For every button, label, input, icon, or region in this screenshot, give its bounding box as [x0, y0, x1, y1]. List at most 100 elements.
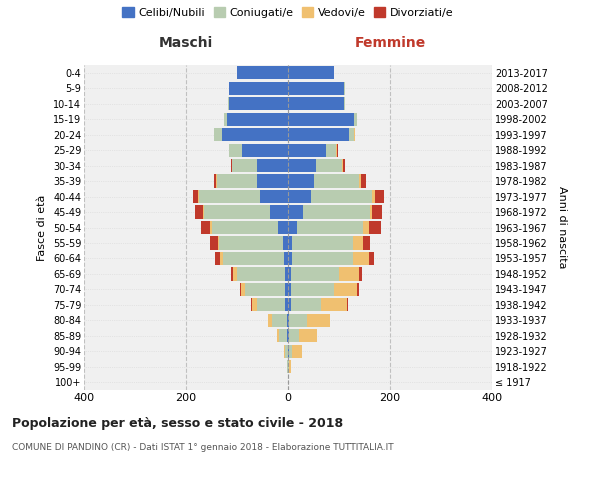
Bar — [237, 268, 286, 280]
Bar — [280, 330, 287, 342]
Bar — [198, 190, 199, 203]
Bar — [344, 97, 345, 110]
Bar — [232, 159, 257, 172]
Bar — [288, 268, 290, 280]
Text: Femmine: Femmine — [355, 36, 425, 50]
Y-axis label: Fasce di età: Fasce di età — [37, 194, 47, 260]
Bar — [288, 206, 304, 218]
Bar — [292, 252, 353, 265]
Bar — [375, 190, 384, 203]
Bar — [219, 236, 283, 250]
Bar — [321, 298, 347, 312]
Bar — [288, 344, 289, 358]
Bar — [288, 97, 344, 110]
Bar — [245, 283, 286, 296]
Bar — [304, 206, 370, 218]
Bar — [195, 206, 203, 218]
Bar — [299, 330, 317, 342]
Bar — [253, 298, 257, 312]
Bar — [223, 252, 284, 265]
Bar — [229, 97, 288, 110]
Text: Maschi: Maschi — [159, 36, 213, 50]
Bar — [278, 221, 288, 234]
Bar — [233, 268, 237, 280]
Bar — [199, 190, 260, 203]
Bar — [289, 360, 291, 374]
Bar — [288, 221, 297, 234]
Bar — [372, 190, 375, 203]
Bar — [224, 112, 227, 126]
Bar — [288, 330, 289, 342]
Bar — [292, 344, 302, 358]
Bar — [287, 314, 288, 327]
Bar — [364, 221, 368, 234]
Bar — [212, 221, 278, 234]
Bar — [341, 159, 343, 172]
Bar — [355, 112, 357, 126]
Bar — [260, 190, 288, 203]
Text: Popolazione per età, sesso e stato civile - 2018: Popolazione per età, sesso e stato civil… — [12, 418, 343, 430]
Bar — [337, 144, 338, 156]
Bar — [202, 221, 211, 234]
Bar — [272, 314, 287, 327]
Bar — [368, 221, 382, 234]
Bar — [288, 66, 334, 80]
Bar — [217, 174, 257, 188]
Bar — [277, 330, 280, 342]
Bar — [289, 330, 299, 342]
Bar — [288, 112, 355, 126]
Bar — [257, 159, 288, 172]
Bar — [229, 144, 242, 156]
Bar — [242, 144, 288, 156]
Bar — [232, 268, 233, 280]
Bar — [257, 174, 288, 188]
Bar — [286, 283, 288, 296]
Bar — [288, 283, 290, 296]
Bar — [292, 236, 353, 250]
Bar — [359, 174, 361, 188]
Bar — [288, 174, 314, 188]
Bar — [288, 82, 344, 95]
Bar — [326, 144, 337, 156]
Bar — [284, 252, 288, 265]
Bar — [288, 159, 316, 172]
Bar — [289, 314, 307, 327]
Bar — [314, 174, 359, 188]
Bar — [370, 206, 372, 218]
Bar — [349, 128, 355, 141]
Bar — [334, 283, 357, 296]
Bar — [311, 190, 372, 203]
Bar — [237, 66, 288, 80]
Bar — [231, 159, 232, 172]
Bar — [368, 252, 374, 265]
Bar — [270, 206, 288, 218]
Bar — [297, 221, 364, 234]
Bar — [211, 221, 212, 234]
Bar — [215, 252, 220, 265]
Bar — [283, 236, 288, 250]
Bar — [210, 236, 218, 250]
Bar — [227, 112, 288, 126]
Bar — [353, 252, 368, 265]
Bar — [214, 128, 222, 141]
Bar — [229, 82, 288, 95]
Bar — [288, 252, 292, 265]
Bar — [288, 236, 292, 250]
Bar — [290, 298, 321, 312]
Bar — [288, 144, 326, 156]
Bar — [193, 190, 198, 203]
Bar — [239, 283, 241, 296]
Bar — [268, 314, 272, 327]
Bar — [357, 283, 359, 296]
Bar — [287, 330, 288, 342]
Bar — [372, 206, 382, 218]
Bar — [257, 298, 286, 312]
Bar — [241, 283, 245, 296]
Legend: Celibi/Nubili, Coniugati/e, Vedovi/e, Divorziati/e: Celibi/Nubili, Coniugati/e, Vedovi/e, Di… — [118, 2, 458, 22]
Text: COMUNE DI PANDINO (CR) - Dati ISTAT 1° gennaio 2018 - Elaborazione TUTTITALIA.IT: COMUNE DI PANDINO (CR) - Dati ISTAT 1° g… — [12, 442, 394, 452]
Bar — [364, 236, 370, 250]
Bar — [218, 236, 219, 250]
Bar — [288, 128, 349, 141]
Bar — [290, 268, 339, 280]
Bar — [204, 206, 270, 218]
